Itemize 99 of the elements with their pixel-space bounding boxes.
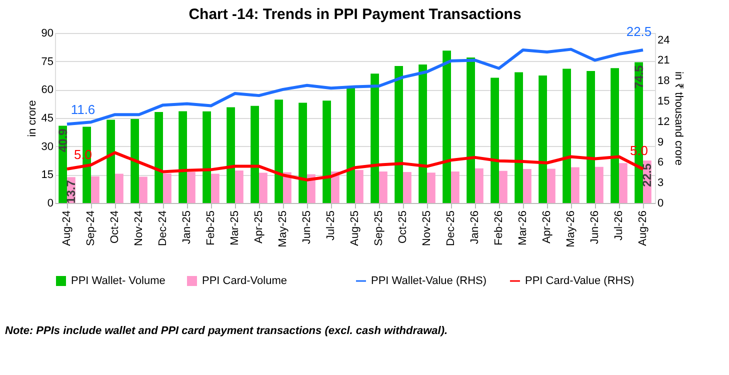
bar: [298, 102, 307, 203]
y2-axis-title: in ₹ thousand crore: [672, 71, 685, 166]
chart-title: Chart -14: Trends in PPI Payment Transactions: [188, 6, 522, 23]
bar: [523, 169, 532, 203]
data-label: 40.9: [56, 128, 70, 152]
y2-tick-label: 0: [658, 198, 664, 210]
x-tick-label: Sep-25: [373, 210, 385, 246]
bar: [418, 64, 427, 203]
x-tick-label: Feb-26: [493, 210, 505, 246]
bar: [619, 163, 628, 203]
y-tick-label: 60: [41, 84, 54, 96]
x-tick-label: Apr-25: [253, 210, 265, 244]
x-tick-label: May-26: [565, 210, 577, 248]
bar: [202, 111, 211, 203]
bar: [226, 107, 235, 203]
data-label: 13.7: [64, 180, 78, 204]
x-tick-label: Feb-25: [205, 210, 217, 246]
bar: [427, 172, 436, 203]
bar: [442, 50, 451, 203]
bar: [139, 176, 148, 203]
y-tick-label: 90: [41, 28, 54, 40]
bar: [547, 168, 556, 203]
bar: [178, 111, 187, 203]
y2-tick-label: 21: [658, 54, 670, 67]
y2-tick-label: 18: [658, 75, 670, 88]
y2-tick-label: 6: [658, 156, 664, 169]
bar: [370, 74, 379, 203]
bar: [346, 88, 355, 203]
y-tick-label: 30: [41, 140, 54, 153]
bar: [91, 176, 100, 203]
bar: [475, 168, 484, 203]
bar: [163, 174, 172, 203]
bar: [394, 66, 403, 203]
x-tick-label: Jan-25: [181, 210, 193, 244]
data-label: 11.6: [70, 102, 96, 118]
bar: [562, 68, 571, 203]
x-tick-label: Jun-25: [301, 210, 313, 244]
x-tick-label: Aug-24: [61, 210, 73, 246]
x-tick-label: Mar-25: [229, 210, 241, 246]
bar: [154, 112, 163, 203]
bar: [115, 174, 124, 203]
x-tick-label: Mar-26: [517, 210, 529, 246]
bar: [331, 171, 340, 203]
legend-label: PPI Wallet-Value (RHS): [371, 275, 487, 287]
y-tick-label: 75: [41, 56, 54, 68]
bar: [187, 172, 196, 203]
bar: [538, 76, 547, 203]
y2-tick-label: 12: [658, 116, 670, 128]
bar: [451, 171, 460, 203]
line-series: [66, 48, 644, 126]
x-tick-label: Aug-25: [349, 210, 361, 246]
x-tick-label: Jul-25: [325, 210, 337, 240]
legend-label: PPI Card-Volume: [202, 275, 287, 287]
bar: [490, 78, 499, 203]
bar: [499, 170, 508, 203]
x-tick-label: Dec-25: [445, 210, 457, 246]
x-tick-label: Apr-26: [541, 210, 553, 244]
bar: [571, 167, 580, 203]
y2-tick-label: 15: [658, 96, 670, 108]
bar: [130, 118, 139, 203]
text: Note: PPIs include wallet and PPI card payment transactions (excl. cash withdrawal).: [5, 325, 448, 337]
x-tick-label: Jun-26: [589, 210, 601, 244]
bar: [322, 100, 331, 203]
bar: [274, 100, 283, 203]
y2-tick-label: 9: [658, 136, 664, 148]
y-tick-label: 45: [41, 112, 54, 124]
x-tick-label: Nov-25: [421, 210, 433, 246]
data-label: 22.5: [640, 163, 654, 187]
bar: [211, 174, 220, 203]
x-tick-label: May-25: [277, 210, 289, 248]
y-axis-title: in crore: [26, 100, 38, 137]
bar: [514, 72, 523, 203]
bar: [466, 58, 475, 203]
x-tick-label: Nov-24: [133, 210, 145, 246]
x-tick-label: Dec-24: [157, 210, 169, 246]
data-label: 74.5: [632, 64, 646, 89]
bar: [250, 106, 259, 203]
legend-label: PPI Card-Value (RHS): [525, 275, 634, 287]
bar: [235, 170, 244, 203]
x-tick-label: Jul-26: [613, 210, 625, 240]
x-tick-label: Oct-24: [109, 210, 121, 244]
y2-tick-label: 3: [658, 177, 664, 190]
bar: [595, 166, 604, 203]
legend-label: PPI Wallet- Volume: [71, 275, 166, 287]
data-label: 22.5: [626, 24, 652, 39]
x-tick-label: Jan-26: [469, 210, 481, 244]
bar: [355, 170, 364, 203]
bar: [610, 68, 619, 203]
bar: [106, 120, 115, 203]
bar: [259, 172, 268, 203]
y2-tick-label: 24: [658, 34, 670, 46]
bar: [403, 172, 412, 203]
x-tick-label: Aug-26: [637, 210, 649, 246]
y-tick-label: 15: [41, 169, 54, 182]
x-tick-label: Sep-24: [85, 210, 97, 246]
y-tick-label: 0: [47, 198, 54, 210]
bar: [379, 171, 388, 203]
x-tick-label: Oct-25: [397, 210, 409, 244]
bar: [586, 70, 595, 203]
